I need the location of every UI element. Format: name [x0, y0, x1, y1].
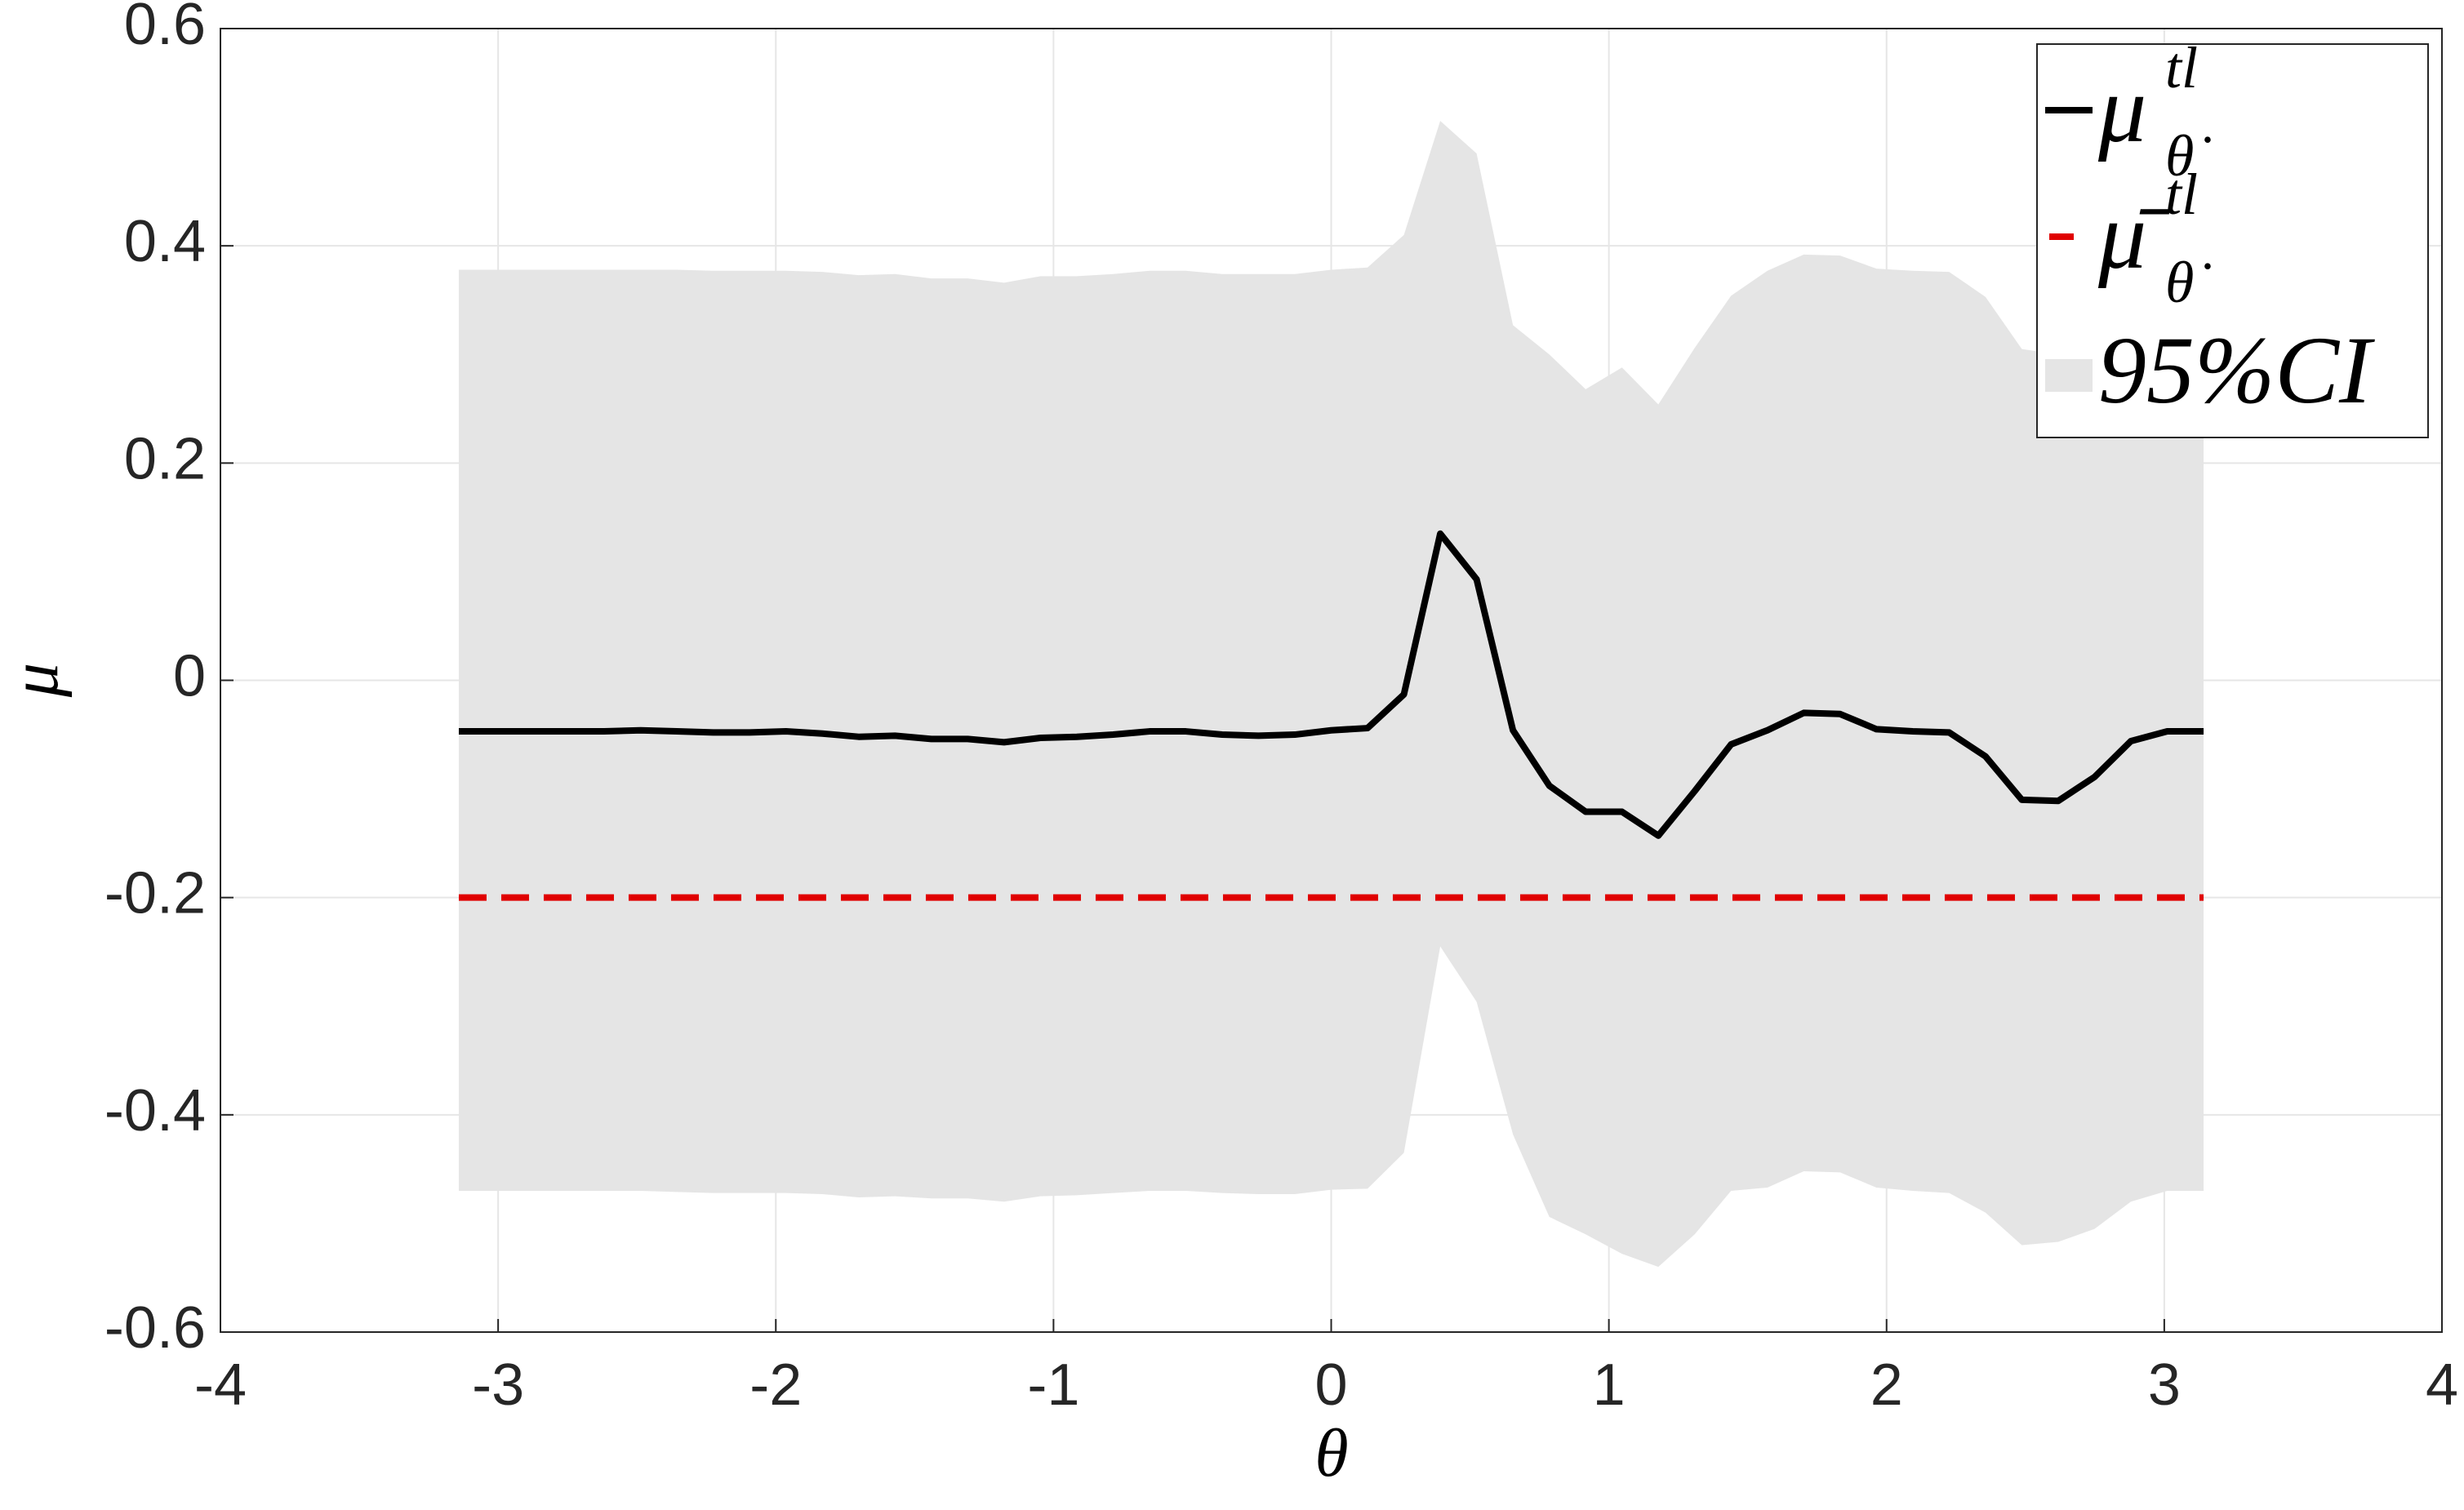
x-tick-label: -4	[194, 1352, 247, 1418]
x-tick-label: 1	[1593, 1352, 1626, 1418]
legend-swatch	[2045, 359, 2093, 392]
x-axis-label: θ	[1314, 1415, 1348, 1491]
plot-area: -0.6 -0.4 -0.2 0 0.2 0.4 0.6 -4 -3 -2 -1 0 1 2 3 4 μ tlθ̇…	[105, 0, 2458, 1418]
confidence-band	[458, 121, 2204, 1268]
y-tick-label: -0.4	[105, 1078, 206, 1144]
y-tick-label: 0.4	[124, 209, 206, 274]
x-tick-label: 4	[2426, 1352, 2458, 1418]
legend-label: tl	[2165, 35, 2198, 100]
x-tick-label: 2	[1870, 1352, 1903, 1418]
legend-box	[2036, 43, 2429, 438]
y-tick-label: 0	[173, 644, 206, 709]
y-axis-label: μ	[0, 663, 73, 698]
series-line	[458, 530, 2204, 839]
y-tick-label: 0.2	[124, 426, 206, 491]
legend-label: tl	[2165, 162, 2198, 227]
x-tick-label: -1	[1027, 1352, 1079, 1418]
legend-label: μ	[2097, 56, 2146, 162]
y-tick-label: -0.6	[105, 1295, 206, 1361]
legend: μ tlθ̇μ̄ tlθ̇95%CI	[2036, 35, 2429, 438]
x-tick-label: -2	[749, 1352, 802, 1418]
y-tick-label: 0.6	[124, 0, 206, 57]
y-tick-label: -0.2	[105, 861, 206, 926]
x-tick-label: -3	[472, 1352, 524, 1418]
legend-label: 95%CI	[2098, 317, 2375, 424]
x-tick-label: 0	[1314, 1352, 1347, 1418]
x-tick-label: 3	[2148, 1352, 2181, 1418]
